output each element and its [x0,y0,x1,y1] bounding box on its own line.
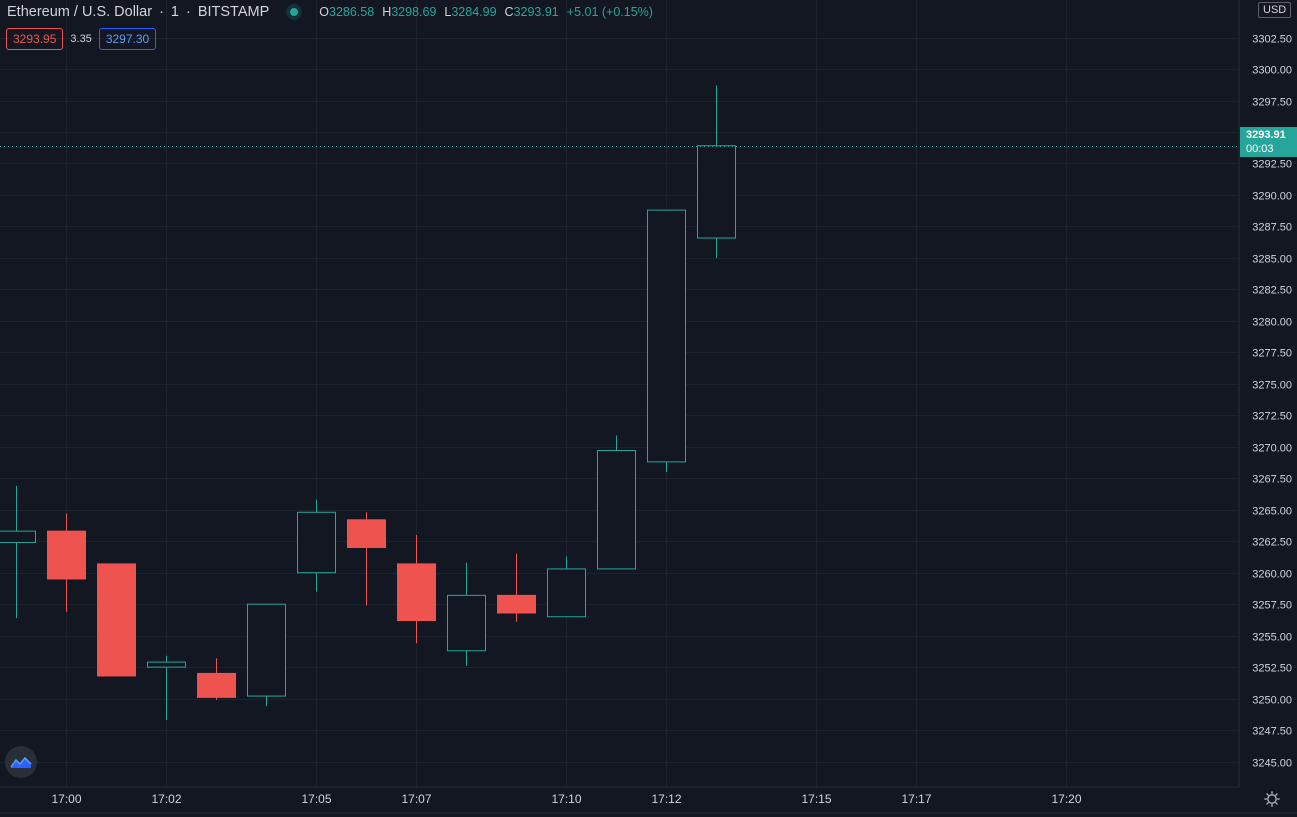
candle-body [297,511,336,574]
candle [447,562,486,666]
time-tick-label: 17:00 [51,792,81,806]
price-tick-label: 3300.00 [1252,65,1292,77]
price-tick-label: 3272.50 [1252,411,1292,423]
time-axis: 17:00 17:02 17:05 17:07 17:10 17:12 17:15 17:17… [51,792,1081,806]
high-value: 3298.69 [391,5,437,19]
price-tick-label: 3302.50 [1252,34,1292,46]
candle [97,563,136,677]
buy-price-button[interactable]: 3297.30 [98,28,157,50]
price-tick-label: 3262.50 [1252,537,1292,549]
price-tick-label: 3287.50 [1252,222,1292,234]
candle [247,603,286,707]
open-value: 3286.58 [329,5,375,19]
price-tick-label: 3275.00 [1252,380,1292,392]
time-tick-label: 17:07 [401,792,431,806]
candle-body [247,603,286,697]
candle [397,534,436,644]
low-label: L [444,5,452,19]
price-tick-label: 3280.00 [1252,317,1292,329]
candle-body [47,530,86,580]
header-separator: · [159,4,164,20]
candle [47,513,86,612]
candle-body [0,530,36,543]
price-tick-label: 3285.00 [1252,254,1292,266]
candle [197,658,236,700]
candle-body [597,450,636,570]
price-tick-label: 3257.50 [1252,600,1292,612]
candle-body [197,672,236,698]
candle [547,556,586,618]
time-tick-label: 17:15 [801,792,831,806]
header-separator: · [185,4,191,20]
bar-countdown: 00:03 [1246,143,1274,155]
candle-body [397,563,436,622]
candle [297,499,336,592]
time-tick-label: 17:05 [301,792,331,806]
low-value: 3284.99 [451,5,497,19]
market-open-dot-icon[interactable] [285,3,303,21]
sell-price-button[interactable]: 3293.95 [6,28,64,50]
candle [597,435,636,570]
candle-body [447,594,486,652]
close-label: C [504,5,514,19]
candle-body [347,519,386,549]
price-tick-label: 3252.50 [1252,663,1292,675]
spread-value: 3.35 [70,33,92,45]
change-value: +5.01 (+0.15%) [566,5,653,19]
candle [0,485,36,619]
price-tick-label: 3282.50 [1252,285,1292,297]
gear-icon[interactable] [1262,789,1282,809]
time-tick-label: 17:12 [651,792,681,806]
exchange-label: BITSTAMP [197,4,270,20]
price-tick-label: 3267.50 [1252,474,1292,486]
candle [347,512,386,606]
candle [697,85,736,259]
price-tick-label: 3250.00 [1252,695,1292,707]
symbol-header[interactable]: Ethereum / U.S. Dollar · 1 · BITSTAMP O3… [7,3,653,21]
price-tick-label: 3255.00 [1252,632,1292,644]
price-tick-label: 3290.00 [1252,191,1292,203]
price-tick-label: 3245.00 [1252,758,1292,770]
candle-body [497,594,536,614]
candle-body [147,661,186,668]
time-tick-label: 17:20 [1051,792,1081,806]
ohlc-legend: O3286.58 H3298.69 L3284.99 C3293.91 +5.0… [319,5,653,19]
time-tick-label: 17:02 [151,792,181,806]
candle [647,209,686,472]
currency-button[interactable]: USD [1258,2,1292,18]
price-tick-label: 3265.00 [1252,506,1292,518]
symbol-title[interactable]: Ethereum / U.S. Dollar [7,4,153,20]
last-price-tag: 3293.91 00:03 [1240,127,1297,157]
candle-body [97,563,136,677]
time-tick-label: 17:17 [901,792,931,806]
price-tick-label: 3292.50 [1252,159,1292,171]
candle [497,553,536,622]
high-label: H [382,5,392,19]
time-tick-label: 17:10 [551,792,581,806]
open-label: O [319,5,329,19]
tradingview-logo-icon[interactable] [5,746,37,778]
interval-label[interactable]: 1 [170,4,179,20]
grid [0,0,1239,787]
close-value: 3293.91 [513,5,559,19]
candle-body [547,568,586,618]
price-tick-label: 3277.50 [1252,348,1292,360]
price-tick-label: 3260.00 [1252,569,1292,581]
candles [0,85,736,721]
price-tick-label: 3297.50 [1252,97,1292,109]
candle [147,655,186,721]
price-tick-label: 3270.00 [1252,443,1292,455]
bid-ask-row: 3293.95 3.35 3297.30 [6,28,157,50]
candle-body [697,145,736,239]
price-tick-label: 3247.50 [1252,726,1292,738]
candle-body [647,209,686,463]
last-price-label: 3293.91 [1246,129,1286,141]
